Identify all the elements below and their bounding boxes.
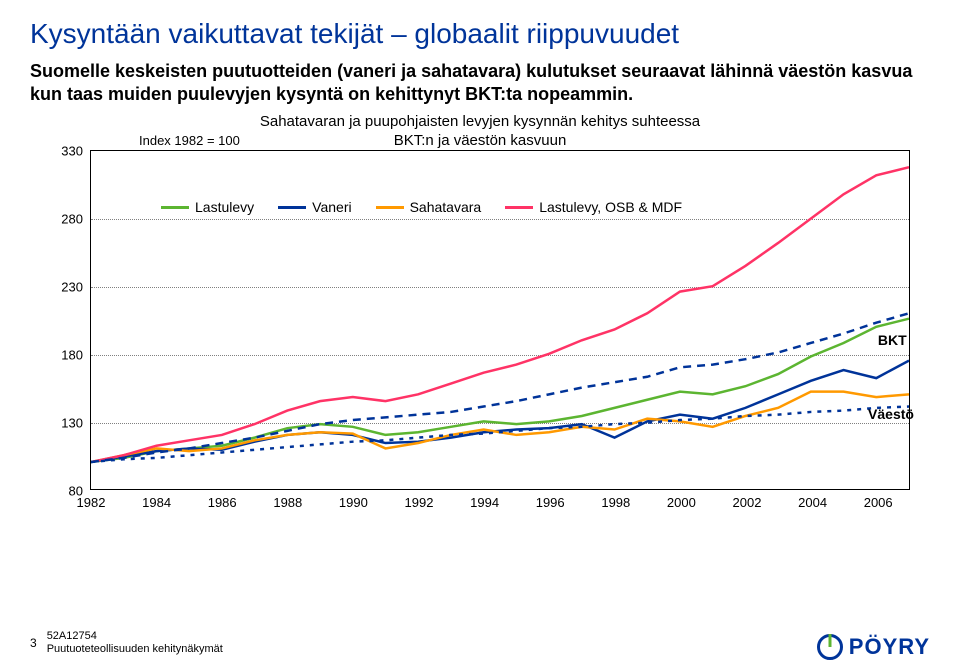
x-tick-label: 2006 bbox=[864, 495, 893, 510]
x-tick-label: 2000 bbox=[667, 495, 696, 510]
chart-title-line2: BKT:n ja väestön kasvuun bbox=[394, 132, 567, 149]
legend-item: Sahatavara bbox=[376, 199, 482, 215]
page-number: 3 bbox=[30, 636, 37, 650]
x-tick-label: 1992 bbox=[405, 495, 434, 510]
x-tick-label: 1988 bbox=[273, 495, 302, 510]
y-tick-label: 180 bbox=[61, 348, 83, 363]
legend-label: Lastulevy bbox=[195, 199, 254, 215]
legend-label: Lastulevy, OSB & MDF bbox=[539, 199, 682, 215]
footer-text: 52A12754 Puutuoteteollisuuden kehitynäky… bbox=[47, 630, 223, 656]
footer: 3 52A12754 Puutuoteteollisuuden kehitynä… bbox=[30, 630, 223, 656]
chart-title-line1: Sahatavaran ja puupohjaisten levyjen kys… bbox=[260, 113, 700, 130]
chart: Sahatavaran ja puupohjaisten levyjen kys… bbox=[30, 113, 930, 491]
x-tick-label: 1994 bbox=[470, 495, 499, 510]
y-tick-label: 130 bbox=[61, 416, 83, 431]
legend-item: Vaneri bbox=[278, 199, 351, 215]
footer-line2: Puutuoteteollisuuden kehitynäkymät bbox=[47, 643, 223, 655]
legend-swatch bbox=[161, 206, 189, 209]
legend-label: Sahatavara bbox=[410, 199, 482, 215]
series-annotation: BKT bbox=[878, 332, 907, 348]
x-tick-label: 2002 bbox=[733, 495, 762, 510]
plot-area: 8013018023028033019821984198619881990199… bbox=[90, 150, 910, 490]
page-title: Kysyntään vaikuttavat tekijät – globaali… bbox=[30, 18, 930, 50]
legend-item: Lastulevy bbox=[161, 199, 254, 215]
y-tick-label: 230 bbox=[61, 280, 83, 295]
page-subtitle: Suomelle keskeisten puutuotteiden (vaner… bbox=[30, 60, 930, 107]
series-line bbox=[91, 392, 909, 462]
slide: Kysyntään vaikuttavat tekijät – globaali… bbox=[0, 0, 960, 670]
x-tick-label: 1990 bbox=[339, 495, 368, 510]
legend: Lastulevy Vaneri Sahatavara Lastulevy, OSB … bbox=[161, 199, 682, 215]
x-tick-label: 1996 bbox=[536, 495, 565, 510]
series-line bbox=[91, 314, 909, 463]
x-tick-label: 1984 bbox=[142, 495, 171, 510]
x-tick-label: 1998 bbox=[601, 495, 630, 510]
legend-item: Lastulevy, OSB & MDF bbox=[505, 199, 682, 215]
x-tick-label: 1986 bbox=[208, 495, 237, 510]
legend-swatch bbox=[376, 206, 404, 209]
index-label: Index 1982 = 100 bbox=[139, 133, 240, 148]
footer-code: 52A12754 bbox=[47, 630, 97, 642]
logo: PÖYRY bbox=[817, 634, 930, 660]
legend-label: Vaneri bbox=[312, 199, 351, 215]
y-tick-label: 280 bbox=[61, 212, 83, 227]
logo-icon bbox=[817, 634, 843, 660]
series-line bbox=[91, 407, 909, 462]
legend-swatch bbox=[505, 206, 533, 209]
x-tick-label: 2004 bbox=[798, 495, 827, 510]
y-tick-label: 330 bbox=[61, 144, 83, 159]
logo-text: PÖYRY bbox=[849, 634, 930, 660]
legend-swatch bbox=[278, 206, 306, 209]
x-tick-label: 1982 bbox=[77, 495, 106, 510]
series-annotation: Väestö bbox=[868, 406, 914, 422]
